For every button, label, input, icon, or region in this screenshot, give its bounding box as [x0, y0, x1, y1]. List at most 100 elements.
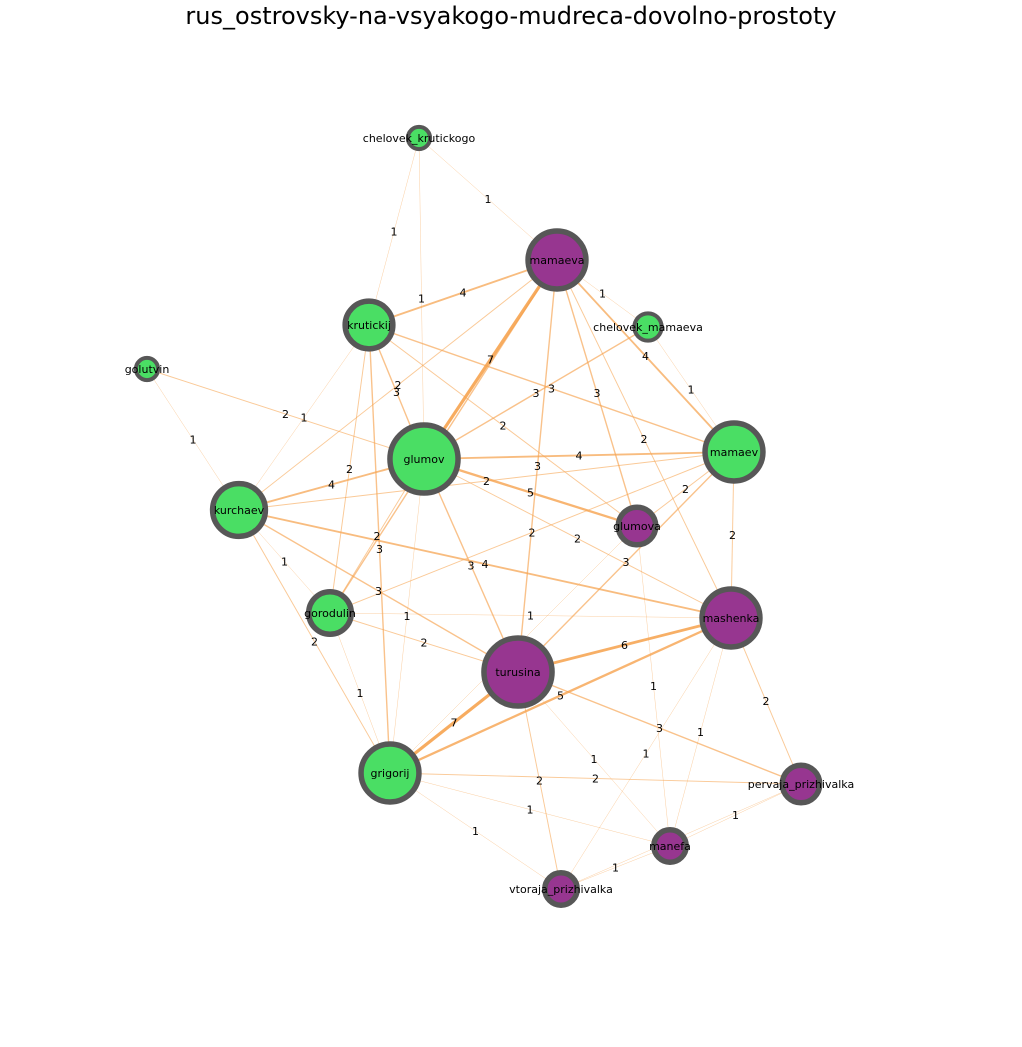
edge-chelovek_mamaeva-glumov [423, 326, 649, 460]
edge-grigorij-pervaja_prizhivalka [389, 772, 802, 785]
edge-weight-label: 1 [527, 610, 534, 623]
node-chelovek_krutickogo[interactable]: chelovek_krutickogo [363, 124, 476, 152]
node-turusina[interactable]: turusina [481, 635, 555, 709]
node-label: pervaja_prizhivalka [748, 778, 854, 791]
edge-weight-label: 1 [281, 556, 288, 569]
node-gorodulin[interactable]: gorodulin [304, 588, 356, 638]
edge-weight-label: 2 [641, 433, 648, 446]
node-circle [133, 355, 161, 383]
edge-weight-label: 4 [576, 450, 583, 463]
edge-weight-label: 5 [527, 487, 534, 500]
node-label: manefa [649, 840, 691, 853]
edge-weight-label: 2 [346, 463, 353, 476]
graph-title: rus_ostrovsky-na-vsyakogo-mudreca-dovoln… [185, 2, 837, 30]
edge-mamaeva-glumov [422, 259, 559, 460]
edge-glumov-grigorij [389, 458, 425, 774]
edge-glumova-manefa [636, 525, 671, 847]
edge-mamaeva-turusina [517, 259, 558, 673]
node-circle [387, 422, 461, 496]
node-circle [305, 588, 355, 638]
edge-weight-label: 2 [311, 636, 318, 649]
node-label: mamaeva [530, 254, 585, 267]
edge-weight-label: 1 [404, 610, 411, 623]
edge-weight-label: 2 [483, 475, 490, 488]
edge-weight-label: 7 [451, 717, 458, 730]
edge-krutickij-glumova [368, 324, 638, 527]
edge-chelovek_krutickogo-krutickij [368, 137, 420, 326]
edge-weight-label: 4 [328, 479, 335, 492]
node-chelovek_mamaeva[interactable]: chelovek_mamaeva [593, 311, 703, 343]
edge-kurchaev-grigorij [238, 509, 391, 774]
edge-weight-label: 2 [536, 775, 543, 788]
edge-weight-label: 2 [729, 529, 736, 542]
node-label: chelovek_krutickogo [363, 132, 476, 145]
node-label: glumova [613, 520, 661, 533]
node-mamaeva[interactable]: mamaeva [525, 228, 589, 292]
node-manefa[interactable]: manefa [649, 827, 691, 865]
edge-kurchaev-mashenka [238, 509, 732, 619]
node-circle [481, 635, 555, 709]
edge-turusina-pervaja_prizhivalka [517, 671, 802, 785]
edge-weight-label: 2 [763, 695, 770, 708]
node-label: kurchaev [214, 504, 265, 517]
edge-weight-label: 6 [621, 639, 628, 652]
edge-weight-label: 1 [472, 825, 479, 838]
node-circle [699, 586, 763, 650]
edge-krutickij-kurchaev [238, 324, 370, 511]
edge-weight-label: 2 [282, 408, 289, 421]
edge-weight-label: 2 [529, 527, 536, 540]
edge-glumov-glumova [423, 457, 638, 528]
node-label: vtoraja_prizhivalka [509, 883, 613, 896]
edge-weight-label: 1 [591, 753, 598, 766]
edge-weight-label: 1 [485, 193, 492, 206]
edge-mashenka-vtoraja_prizhivalka [560, 617, 732, 890]
node-krutickij[interactable]: krutickij [342, 298, 396, 352]
node-label: turusina [495, 666, 540, 679]
edge-weight-label: 3 [656, 722, 663, 735]
edge-weight-label: 1 [650, 680, 657, 693]
node-label: golutvin [125, 363, 170, 376]
edge-weight-label: 2 [395, 379, 402, 392]
edge-weight-label: 1 [190, 434, 197, 447]
edge-weight-label: 3 [623, 556, 630, 569]
edge-weight-label: 1 [732, 809, 739, 822]
edge-weight-label: 1 [527, 804, 534, 817]
node-label: glumov [404, 453, 445, 466]
node-circle [615, 504, 659, 548]
node-golutvin[interactable]: golutvin [125, 355, 170, 383]
node-mamaev[interactable]: mamaev [702, 420, 766, 484]
edge-weight-label: 1 [599, 288, 606, 301]
node-circle [405, 124, 433, 152]
node-glumova[interactable]: glumova [613, 504, 661, 548]
edge-turusina-vtoraja_prizhivalka [517, 671, 562, 890]
node-circle [525, 228, 589, 292]
node-kurchaev[interactable]: kurchaev [209, 480, 269, 540]
node-grigorij[interactable]: grigorij [358, 741, 422, 805]
node-glumov[interactable]: glumov [387, 422, 461, 496]
edge-chelovek_krutickogo-glumov [418, 137, 425, 460]
node-circle [702, 420, 766, 484]
node-vtoraja_prizhivalka[interactable]: vtoraja_prizhivalka [509, 870, 613, 908]
edge-weight-label: 3 [534, 460, 541, 473]
node-circle [651, 827, 689, 865]
node-circle [632, 311, 664, 343]
node-label: mamaev [710, 446, 759, 459]
edge-weight-label: 1 [357, 687, 364, 700]
edge-weight-label: 1 [391, 226, 398, 239]
edge-weight-label: 3 [375, 585, 382, 598]
edge-glumov-mamaev [423, 451, 735, 460]
node-label: mashenka [703, 612, 760, 625]
edge-glumov-mashenka [423, 458, 732, 619]
node-mashenka[interactable]: mashenka [699, 586, 763, 650]
edge-weight-label: 2 [682, 483, 689, 496]
node-pervaja_prizhivalka[interactable]: pervaja_prizhivalka [748, 762, 854, 806]
edge-weight-label: 3 [533, 387, 540, 400]
edge-weight-label: 1 [688, 384, 695, 397]
edge-mamaeva-glumova [556, 259, 638, 527]
edge-weight-label: 2 [374, 530, 381, 543]
edge-mamaeva-krutickij [368, 259, 558, 326]
edge-gorodulin-mashenka [329, 612, 732, 619]
edge-mamaev-turusina [517, 451, 735, 673]
edge-mashenka-grigorij [389, 616, 732, 775]
